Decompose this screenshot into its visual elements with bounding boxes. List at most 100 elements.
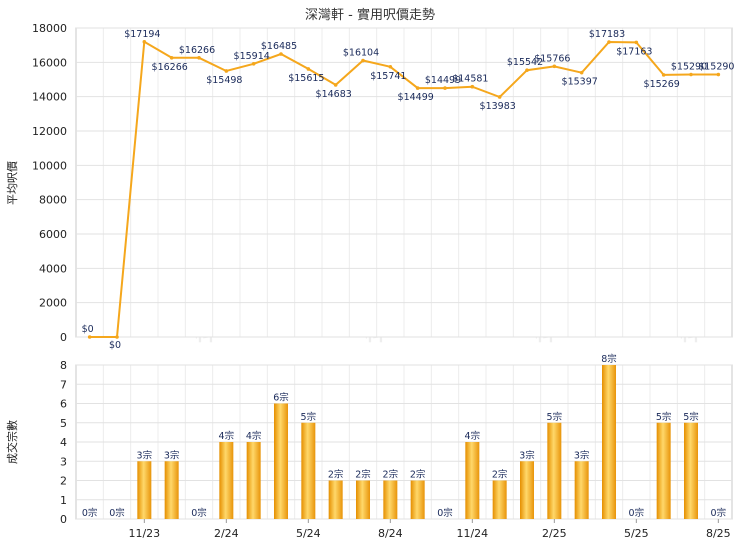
x-tick-label: 8/24 [378, 527, 403, 540]
price-data-label: $15397 [562, 77, 598, 88]
bar-y-tick: 8 [60, 359, 67, 372]
volume-bars [137, 365, 698, 519]
price-data-label: $15914 [234, 51, 270, 62]
bar-y-tick: 3 [60, 455, 67, 468]
x-tick-label: 11/24 [456, 527, 488, 540]
line-y-tick: 6000 [39, 228, 67, 241]
volume-data-label: 2宗 [492, 469, 508, 481]
volume-data-label: 5宗 [301, 411, 317, 423]
volume-bar [602, 365, 616, 519]
price-point [470, 84, 475, 89]
price-point [279, 52, 283, 56]
line-panel: 0 2000 4000 6000 8000 10000 12000 14000 16000 180… [5, 22, 734, 351]
price-point [115, 335, 119, 339]
price-data-label: $16485 [261, 41, 297, 52]
volume-data-label: 5宗 [547, 411, 563, 423]
volume-bar [219, 442, 234, 519]
volume-bar [383, 480, 398, 519]
volume-bar [547, 422, 562, 519]
price-point [361, 58, 365, 63]
volume-data-label: 0宗 [109, 507, 125, 519]
volume-data-label: 4宗 [465, 430, 481, 442]
price-data-label: $15269 [644, 79, 680, 90]
line-y-axis-title: 平均呎價 [5, 161, 19, 205]
bar-y-tick: 6 [60, 398, 67, 411]
bar-y-tick-labels: 0 1 2 3 4 5 6 7 8 [60, 359, 67, 526]
volume-bar [520, 461, 534, 519]
price-point [388, 64, 393, 69]
bar-panel: 0 1 2 3 4 5 6 7 8 0宗 0宗 3宗 3宗 0宗 4宗 4宗 6宗 5宗 2宗 2宗 2宗 2宗 0宗 4宗… [5, 353, 733, 540]
price-point [251, 62, 256, 66]
line-y-tick: 8000 [39, 194, 67, 207]
line-y-tick: 14000 [32, 91, 67, 104]
volume-data-label: 4宗 [219, 430, 235, 442]
bar-gridlines [76, 364, 732, 520]
price-data-label: $17194 [124, 29, 160, 40]
line-y-tick: 2000 [39, 297, 67, 310]
line-y-tick: 18000 [32, 22, 67, 35]
x-tick-label: 2/24 [214, 527, 239, 540]
price-point [224, 69, 229, 73]
bar-y-tick: 0 [60, 513, 67, 526]
volume-data-labels: 0宗 0宗 3宗 3宗 0宗 4宗 4宗 6宗 5宗 2宗 2宗 2宗 2宗 0宗 4宗 2宗 3宗 5宗 3宗 8宗… [82, 353, 726, 519]
volume-data-label: 5宗 [656, 411, 672, 423]
volume-bar [328, 480, 343, 519]
price-data-label: $15290 [671, 62, 707, 73]
bar-y-axis-title: 成交宗數 [5, 420, 19, 464]
price-data-label: $17163 [616, 46, 652, 57]
price-point [415, 86, 420, 90]
line-y-tick: 12000 [32, 125, 67, 138]
price-point [142, 40, 147, 44]
x-tick-label: 11/23 [128, 527, 160, 540]
volume-data-label: 8宗 [601, 353, 617, 365]
price-data-label: $0 [82, 324, 94, 335]
volume-bar [356, 480, 370, 519]
volume-data-label: 3宗 [574, 449, 590, 461]
volume-bar [137, 461, 152, 519]
price-points [87, 40, 721, 339]
bar-y-tick: 2 [60, 475, 67, 488]
chart-title: 深灣軒 - 實用呎價走勢 [305, 7, 435, 23]
price-point [552, 64, 557, 69]
volume-bar [684, 422, 698, 519]
x-tick-label: 5/25 [624, 527, 649, 540]
price-point [525, 68, 529, 72]
volume-data-label: 0宗 [191, 507, 207, 519]
price-data-label: $16266 [179, 45, 215, 56]
volume-bar [574, 461, 589, 519]
price-data-label: $15290 [698, 62, 734, 73]
volume-data-label: 2宗 [328, 469, 344, 481]
price-series-line [89, 40, 719, 338]
line-y-tick-labels: 0 2000 4000 6000 8000 10000 12000 14000 16000 180… [32, 22, 67, 344]
volume-data-label: 2宗 [383, 469, 399, 481]
line-y-tick: 0 [60, 331, 67, 344]
x-tick-label: 2/25 [542, 527, 567, 540]
volume-data-label: 0宗 [629, 507, 645, 519]
price-point [333, 83, 338, 87]
price-point [607, 40, 611, 44]
price-data-label: $15542 [507, 57, 543, 68]
volume-bar [656, 422, 671, 519]
line-y-tick: 16000 [32, 56, 67, 69]
volume-data-label: 4宗 [246, 430, 262, 442]
price-point [87, 335, 92, 339]
volume-data-label: 3宗 [137, 449, 153, 461]
x-tick-label: 8/25 [706, 527, 731, 540]
volume-bar [301, 422, 316, 519]
price-point [716, 72, 721, 77]
price-data-labels: $0 $0 $17194 $16266 $16266 $15498 $15914$16485… [82, 29, 735, 351]
price-data-label: $14683 [316, 89, 352, 100]
price-point [306, 67, 311, 71]
volume-data-label: 0宗 [711, 507, 727, 519]
volume-data-label: 5宗 [683, 411, 699, 423]
volume-data-label: 6宗 [273, 392, 289, 404]
price-data-label: $15741 [370, 71, 406, 82]
price-data-label: $17183 [589, 29, 625, 40]
price-point [579, 70, 584, 75]
price-point [689, 72, 693, 77]
bar-y-tick: 1 [60, 494, 67, 507]
price-data-label: $14581 [452, 74, 488, 85]
volume-bar [492, 480, 507, 519]
bar-y-tick: 4 [60, 436, 67, 449]
price-point [661, 73, 666, 77]
